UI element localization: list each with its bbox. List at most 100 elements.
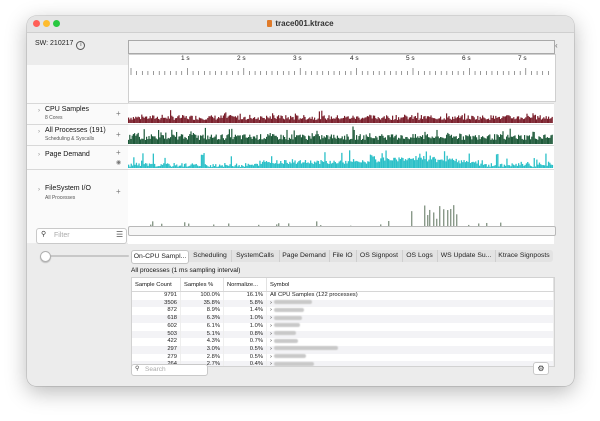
- cell-samples-pct: 3.0%: [180, 345, 224, 354]
- plus-icon[interactable]: +: [116, 187, 121, 196]
- page-demand-bar: [406, 160, 408, 168]
- table-row[interactable]: 872 8.9% 1.4% ›: [132, 307, 554, 316]
- zoom-slider[interactable]: [49, 255, 129, 257]
- tab-page-demand[interactable]: Page Demand: [279, 250, 330, 262]
- horizontal-scrollbar[interactable]: [128, 226, 556, 236]
- disclosure-icon[interactable]: ›: [270, 315, 274, 322]
- disclosure-icon[interactable]: ›: [270, 361, 274, 367]
- process-bar: [353, 129, 355, 144]
- gear-icon[interactable]: ⚙: [533, 362, 549, 375]
- disclosure-icon[interactable]: ›: [270, 299, 274, 306]
- page-demand-bar: [540, 164, 542, 168]
- process-bar: [380, 135, 382, 144]
- tab-systemcalls[interactable]: SystemCalls: [231, 250, 280, 262]
- table-row[interactable]: 279 2.8% 0.5% ›: [132, 353, 554, 362]
- cpu-sample-bar: [352, 115, 354, 123]
- process-bar: [182, 134, 184, 144]
- table-row[interactable]: 422 4.3% 0.7% ›: [132, 338, 554, 346]
- cpu-sample-bar: [338, 118, 340, 123]
- process-bar: [527, 136, 529, 144]
- plus-icon[interactable]: +: [116, 109, 121, 118]
- process-bar: [341, 136, 343, 144]
- filter-field[interactable]: ⚲ Filter ☰: [36, 228, 127, 244]
- list-icon[interactable]: ☰: [116, 230, 124, 239]
- cpu-sample-bar: [214, 115, 216, 123]
- table-row[interactable]: 2642.7%0.4%›: [132, 361, 554, 367]
- tab-os-signpost[interactable]: OS Signpost: [356, 250, 403, 262]
- disclosure-icon[interactable]: ›: [270, 322, 274, 329]
- column-normalized[interactable]: Normalize...: [223, 278, 267, 292]
- track-all-processes[interactable]: › All Processes (191) Scheduling & Sysca…: [27, 124, 128, 146]
- time-range-ruler[interactable]: [128, 40, 555, 54]
- disclosure-icon[interactable]: ›: [270, 353, 274, 360]
- process-bar: [359, 134, 361, 144]
- table-row[interactable]: 297 3.0% 0.5% ›: [132, 345, 554, 354]
- column-sample-count[interactable]: Sample Count: [132, 278, 181, 292]
- tab-scheduling[interactable]: Scheduling: [189, 250, 232, 262]
- page-demand-bar: [384, 160, 386, 168]
- process-bar: [476, 137, 478, 144]
- process-bar: [434, 137, 436, 144]
- process-bar: [406, 136, 408, 144]
- process-bar: [371, 138, 373, 144]
- info-icon[interactable]: i: [76, 41, 86, 50]
- plus-icon[interactable]: +: [116, 148, 121, 157]
- process-bar: [298, 135, 300, 144]
- chevron-right-icon[interactable]: ›: [38, 187, 40, 193]
- table-row[interactable]: 503 5.1% 0.8% ›: [132, 330, 554, 339]
- tab-ktrace-signposts[interactable]: Ktrace Signposts: [498, 252, 550, 259]
- column-symbol[interactable]: Symbol: [266, 278, 554, 292]
- disclosure-icon[interactable]: ›: [270, 338, 274, 345]
- cell-symbol: ›: [266, 315, 554, 323]
- tab-ws-update[interactable]: WS Update Su...: [437, 250, 496, 262]
- eye-icon[interactable]: ◉: [116, 160, 122, 166]
- page-demand-bar: [480, 163, 482, 168]
- disclosure-icon[interactable]: ›: [270, 307, 274, 314]
- disclosure-icon[interactable]: ›: [270, 330, 274, 337]
- minimize-button[interactable]: [43, 20, 50, 27]
- track-filesystem-io[interactable]: › FileSystem I/O All Processes +: [27, 169, 128, 224]
- cpu-sample-bar: [532, 113, 534, 123]
- table-row[interactable]: 9791 100.0% 16.1% All CPU Samples (122 proc…: [132, 291, 554, 300]
- tab-os-logs[interactable]: OS Logs: [402, 250, 438, 262]
- process-bar: [388, 135, 390, 144]
- chevron-right-icon[interactable]: ›: [38, 108, 40, 114]
- page-demand-bar: [281, 163, 283, 168]
- track-page-demand[interactable]: › Page Demand + ◉: [27, 145, 128, 170]
- cpu-sample-bar: [382, 117, 384, 123]
- cpu-sample-bar: [484, 118, 486, 123]
- track-name: Page Demand: [45, 151, 90, 158]
- close-button[interactable]: [33, 20, 40, 27]
- process-bar: [429, 137, 431, 144]
- table-row[interactable]: 602 6.1% 1.0% ›: [132, 322, 554, 331]
- cpu-sample-bar: [149, 116, 151, 123]
- track-cpu-samples[interactable]: › CPU Samples 8 Cores +: [27, 103, 128, 125]
- redacted-symbol: [273, 338, 298, 343]
- zoom-button[interactable]: [53, 20, 60, 27]
- disclosure-icon[interactable]: ›: [270, 345, 274, 352]
- process-bar: [320, 139, 322, 144]
- page-demand-bar: [182, 166, 184, 168]
- table-row[interactable]: 618 6.3% 1.0% ›: [132, 315, 554, 323]
- chevron-right-icon[interactable]: ›: [38, 152, 40, 158]
- cpu-sample-bar: [315, 119, 317, 123]
- tab-on-cpu-samples[interactable]: On-CPU Sampl...: [131, 250, 189, 264]
- timeline-ruler[interactable]: 1 s 2 s 3 s 4 s 5 s 6 s 7 s: [128, 54, 556, 102]
- cpu-sample-bar: [246, 119, 248, 123]
- process-bar: [346, 134, 348, 144]
- chevron-right-icon[interactable]: ›: [38, 129, 40, 135]
- zoom-slider-knob[interactable]: [40, 251, 51, 262]
- cpu-sample-bar: [491, 117, 493, 123]
- page-demand-bar: [190, 164, 192, 168]
- column-samples-pct[interactable]: Samples %: [180, 278, 224, 292]
- process-bar: [399, 138, 401, 144]
- process-bar: [521, 138, 523, 144]
- table-row[interactable]: 3506 35.8% 5.8% ›: [132, 299, 554, 308]
- page-demand-bar: [451, 158, 453, 168]
- tab-file-io[interactable]: File IO: [329, 250, 357, 262]
- chevron-left-icon[interactable]: ‹: [555, 41, 558, 50]
- plus-icon[interactable]: +: [116, 130, 121, 139]
- process-bar: [422, 135, 424, 144]
- search-field[interactable]: ⚲ Search: [131, 364, 208, 376]
- track-graphs[interactable]: [128, 103, 554, 244]
